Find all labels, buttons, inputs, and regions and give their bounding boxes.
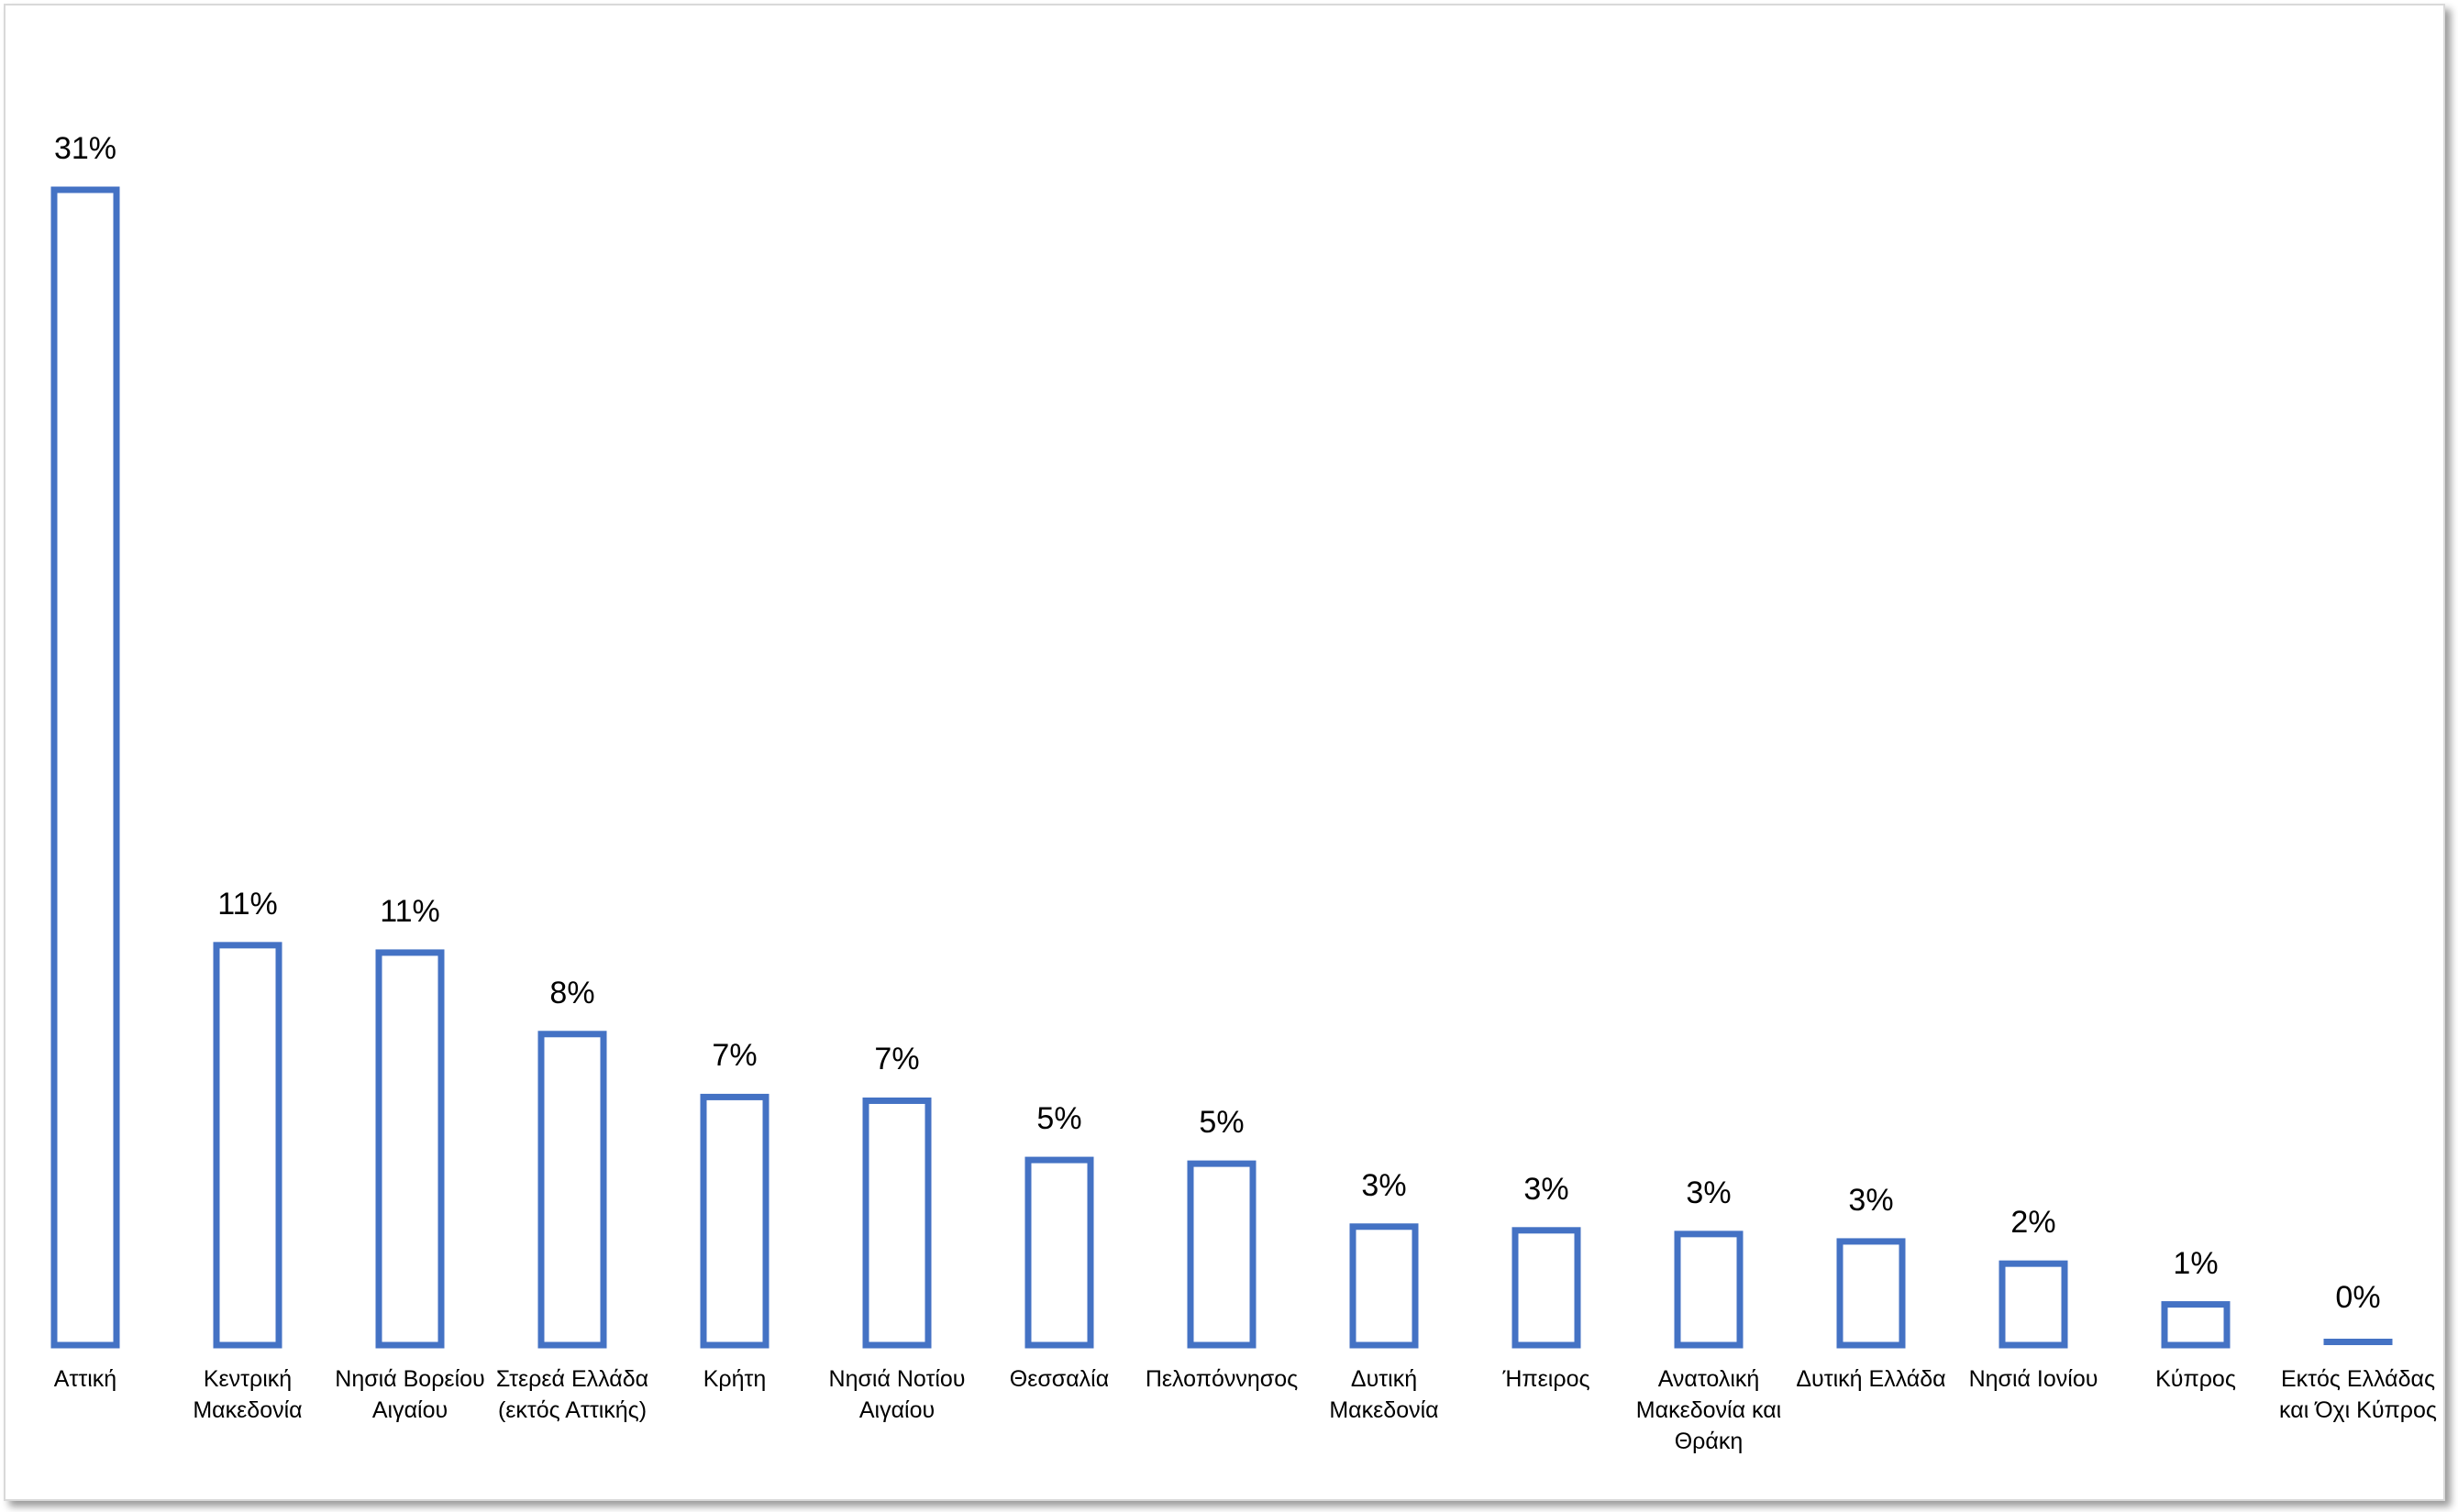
x-tick-label: Πελοπόννησος (1145, 1366, 1299, 1392)
value-label: 0% (2335, 1280, 2381, 1315)
value-label: 3% (1686, 1175, 1732, 1210)
x-tick-label: Ήπειρος (1502, 1366, 1590, 1392)
x-tick-label: Εκτός Ελλάδας και Όχι Κύπρος (2279, 1366, 2437, 1423)
bar (1349, 1223, 1419, 1349)
value-label: 7% (874, 1042, 920, 1077)
bar (1024, 1156, 1094, 1349)
x-tick-label: Νησιά Ιονίου (1968, 1366, 2098, 1392)
value-label: 3% (1523, 1171, 1569, 1207)
x-tick-label: Θεσσαλία (1009, 1366, 1110, 1392)
bar (2323, 1339, 2393, 1345)
bar (1999, 1260, 2068, 1349)
bar (1511, 1227, 1581, 1349)
value-label: 3% (1361, 1167, 1407, 1203)
value-label: 11% (380, 893, 440, 929)
x-tick-label: Ανατολική Μακεδονία και Θράκη (1635, 1366, 1782, 1454)
bar (375, 949, 445, 1349)
value-label: 31% (53, 131, 117, 166)
bar (537, 1031, 607, 1349)
x-tick-label: Νησιά Νοτίου Αιγαίου (828, 1366, 966, 1423)
chart (50, 186, 2393, 1349)
bar (50, 186, 120, 1349)
bar (2161, 1301, 2231, 1349)
value-label: 2% (2010, 1205, 2056, 1241)
chart-frame: 31% Αττική 11% Κεντρική Μακεδονία 11% Νησιά Β… (4, 4, 2445, 1501)
bar (1674, 1231, 1744, 1349)
x-tick-label: Κεντρική Μακεδονία (193, 1366, 303, 1423)
value-label: 7% (712, 1038, 758, 1074)
value-label: 8% (549, 975, 595, 1010)
value-label: 5% (1199, 1105, 1245, 1141)
value-label: 11% (217, 886, 278, 922)
bar (1836, 1238, 1906, 1349)
x-tick-label: Κρήτη (703, 1366, 767, 1392)
x-tick-label: Νησιά Βορείου Αιγαίου (335, 1366, 485, 1423)
x-tick-label: Αττική (53, 1366, 117, 1392)
x-tick-label: Δυτική Μακεδονία (1329, 1366, 1439, 1423)
bar (1187, 1160, 1257, 1349)
value-label: 5% (1036, 1101, 1082, 1137)
bar (700, 1093, 770, 1349)
x-tick-label: Δυτική Ελλάδα (1796, 1366, 1946, 1392)
bar (213, 942, 282, 1349)
value-label: 3% (1848, 1182, 1894, 1218)
x-tick-label: Κύπρος (2155, 1366, 2236, 1392)
x-tick-label: Στερεά Ελλάδα (εκτός Αττικής) (495, 1366, 649, 1423)
value-label: 1% (2173, 1245, 2219, 1281)
bar (862, 1097, 932, 1349)
